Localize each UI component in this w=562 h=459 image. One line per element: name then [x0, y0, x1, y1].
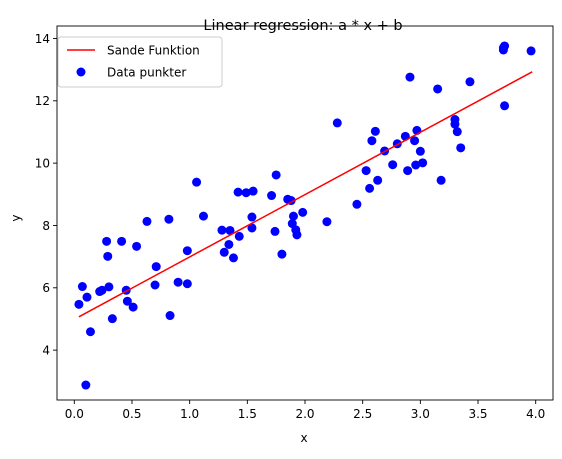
data-point	[198, 211, 208, 221]
data-point	[500, 41, 510, 51]
data-point	[103, 251, 113, 261]
data-point	[225, 225, 235, 235]
data-point	[388, 160, 398, 170]
data-point	[74, 299, 84, 309]
data-point	[173, 277, 183, 287]
y-tick-label: 6	[42, 281, 50, 295]
data-point	[500, 101, 510, 111]
x-tick-label: 4.0	[526, 407, 545, 421]
x-tick-label: 1.0	[180, 407, 199, 421]
data-point	[151, 262, 161, 272]
data-point	[247, 223, 257, 233]
data-point	[128, 302, 138, 312]
data-point	[117, 236, 127, 246]
data-point	[526, 46, 536, 56]
data-point	[373, 175, 383, 185]
data-point	[418, 158, 428, 168]
y-tick-label: 4	[42, 343, 50, 357]
data-point	[267, 191, 277, 201]
data-point	[436, 175, 446, 185]
data-point	[403, 166, 413, 176]
x-tick-label: 0.0	[65, 407, 84, 421]
data-point	[361, 166, 371, 176]
y-axis-label: y	[9, 214, 23, 221]
x-tick-label: 1.5	[238, 407, 257, 421]
data-point	[182, 279, 192, 289]
x-axis-label: x	[300, 431, 307, 445]
data-point	[248, 186, 258, 196]
plot-area: 0.0 0.5 1.0 1.5 2.0 2.5 3.0 3.5 4.0 4 6 8 10 12 14	[35, 25, 554, 421]
data-point	[270, 226, 280, 236]
x-tick-label: 0.5	[122, 407, 141, 421]
data-point	[165, 311, 175, 321]
data-point	[104, 282, 114, 292]
data-point	[82, 292, 92, 302]
data-point	[77, 282, 87, 292]
legend-label-points: Data punkter	[107, 66, 186, 80]
y-tick-label: 10	[35, 156, 50, 170]
data-point	[107, 314, 117, 324]
data-point	[142, 216, 152, 226]
data-point	[433, 84, 443, 94]
data-point	[452, 127, 462, 137]
data-point	[410, 136, 420, 146]
data-point	[271, 170, 281, 180]
data-point	[365, 183, 375, 193]
x-tick-label: 3.0	[411, 407, 430, 421]
data-point	[370, 126, 380, 136]
data-point	[405, 72, 415, 82]
data-point	[150, 280, 160, 290]
data-point	[182, 246, 192, 256]
data-point	[164, 214, 174, 224]
data-point	[97, 285, 107, 295]
y-tick-label: 8	[42, 219, 50, 233]
data-point	[465, 77, 475, 87]
data-point	[85, 327, 95, 337]
data-point	[122, 296, 132, 306]
data-point	[288, 211, 298, 221]
data-point	[367, 136, 377, 146]
data-point	[219, 247, 229, 257]
data-point	[217, 225, 227, 235]
data-point	[415, 146, 425, 156]
data-point	[277, 249, 287, 259]
y-tick-label: 12	[35, 94, 50, 108]
legend-label-line: Sande Funktion	[107, 44, 200, 58]
x-tick-label: 2.0	[295, 407, 314, 421]
x-tick-label: 3.5	[468, 407, 487, 421]
data-point	[234, 231, 244, 241]
data-point	[332, 118, 342, 128]
x-tick-label: 2.5	[353, 407, 372, 421]
data-point	[241, 188, 251, 198]
data-point	[298, 207, 308, 217]
data-point	[456, 143, 466, 153]
legend-point-swatch	[76, 67, 86, 77]
data-point	[132, 241, 142, 251]
data-point	[102, 236, 112, 246]
data-point	[224, 239, 234, 249]
data-point	[192, 177, 202, 187]
data-point	[233, 187, 243, 197]
data-point	[81, 380, 91, 390]
data-point	[450, 115, 460, 124]
data-point	[228, 253, 238, 263]
data-point	[322, 217, 332, 227]
data-point	[292, 230, 302, 240]
legend: Sande Funktion Data punkter	[57, 36, 223, 88]
data-point	[352, 199, 362, 209]
data-point	[247, 212, 257, 222]
legend-box	[57, 36, 223, 88]
y-tick-label: 14	[35, 32, 50, 46]
data-point	[411, 160, 421, 170]
regression-line	[78, 71, 533, 318]
